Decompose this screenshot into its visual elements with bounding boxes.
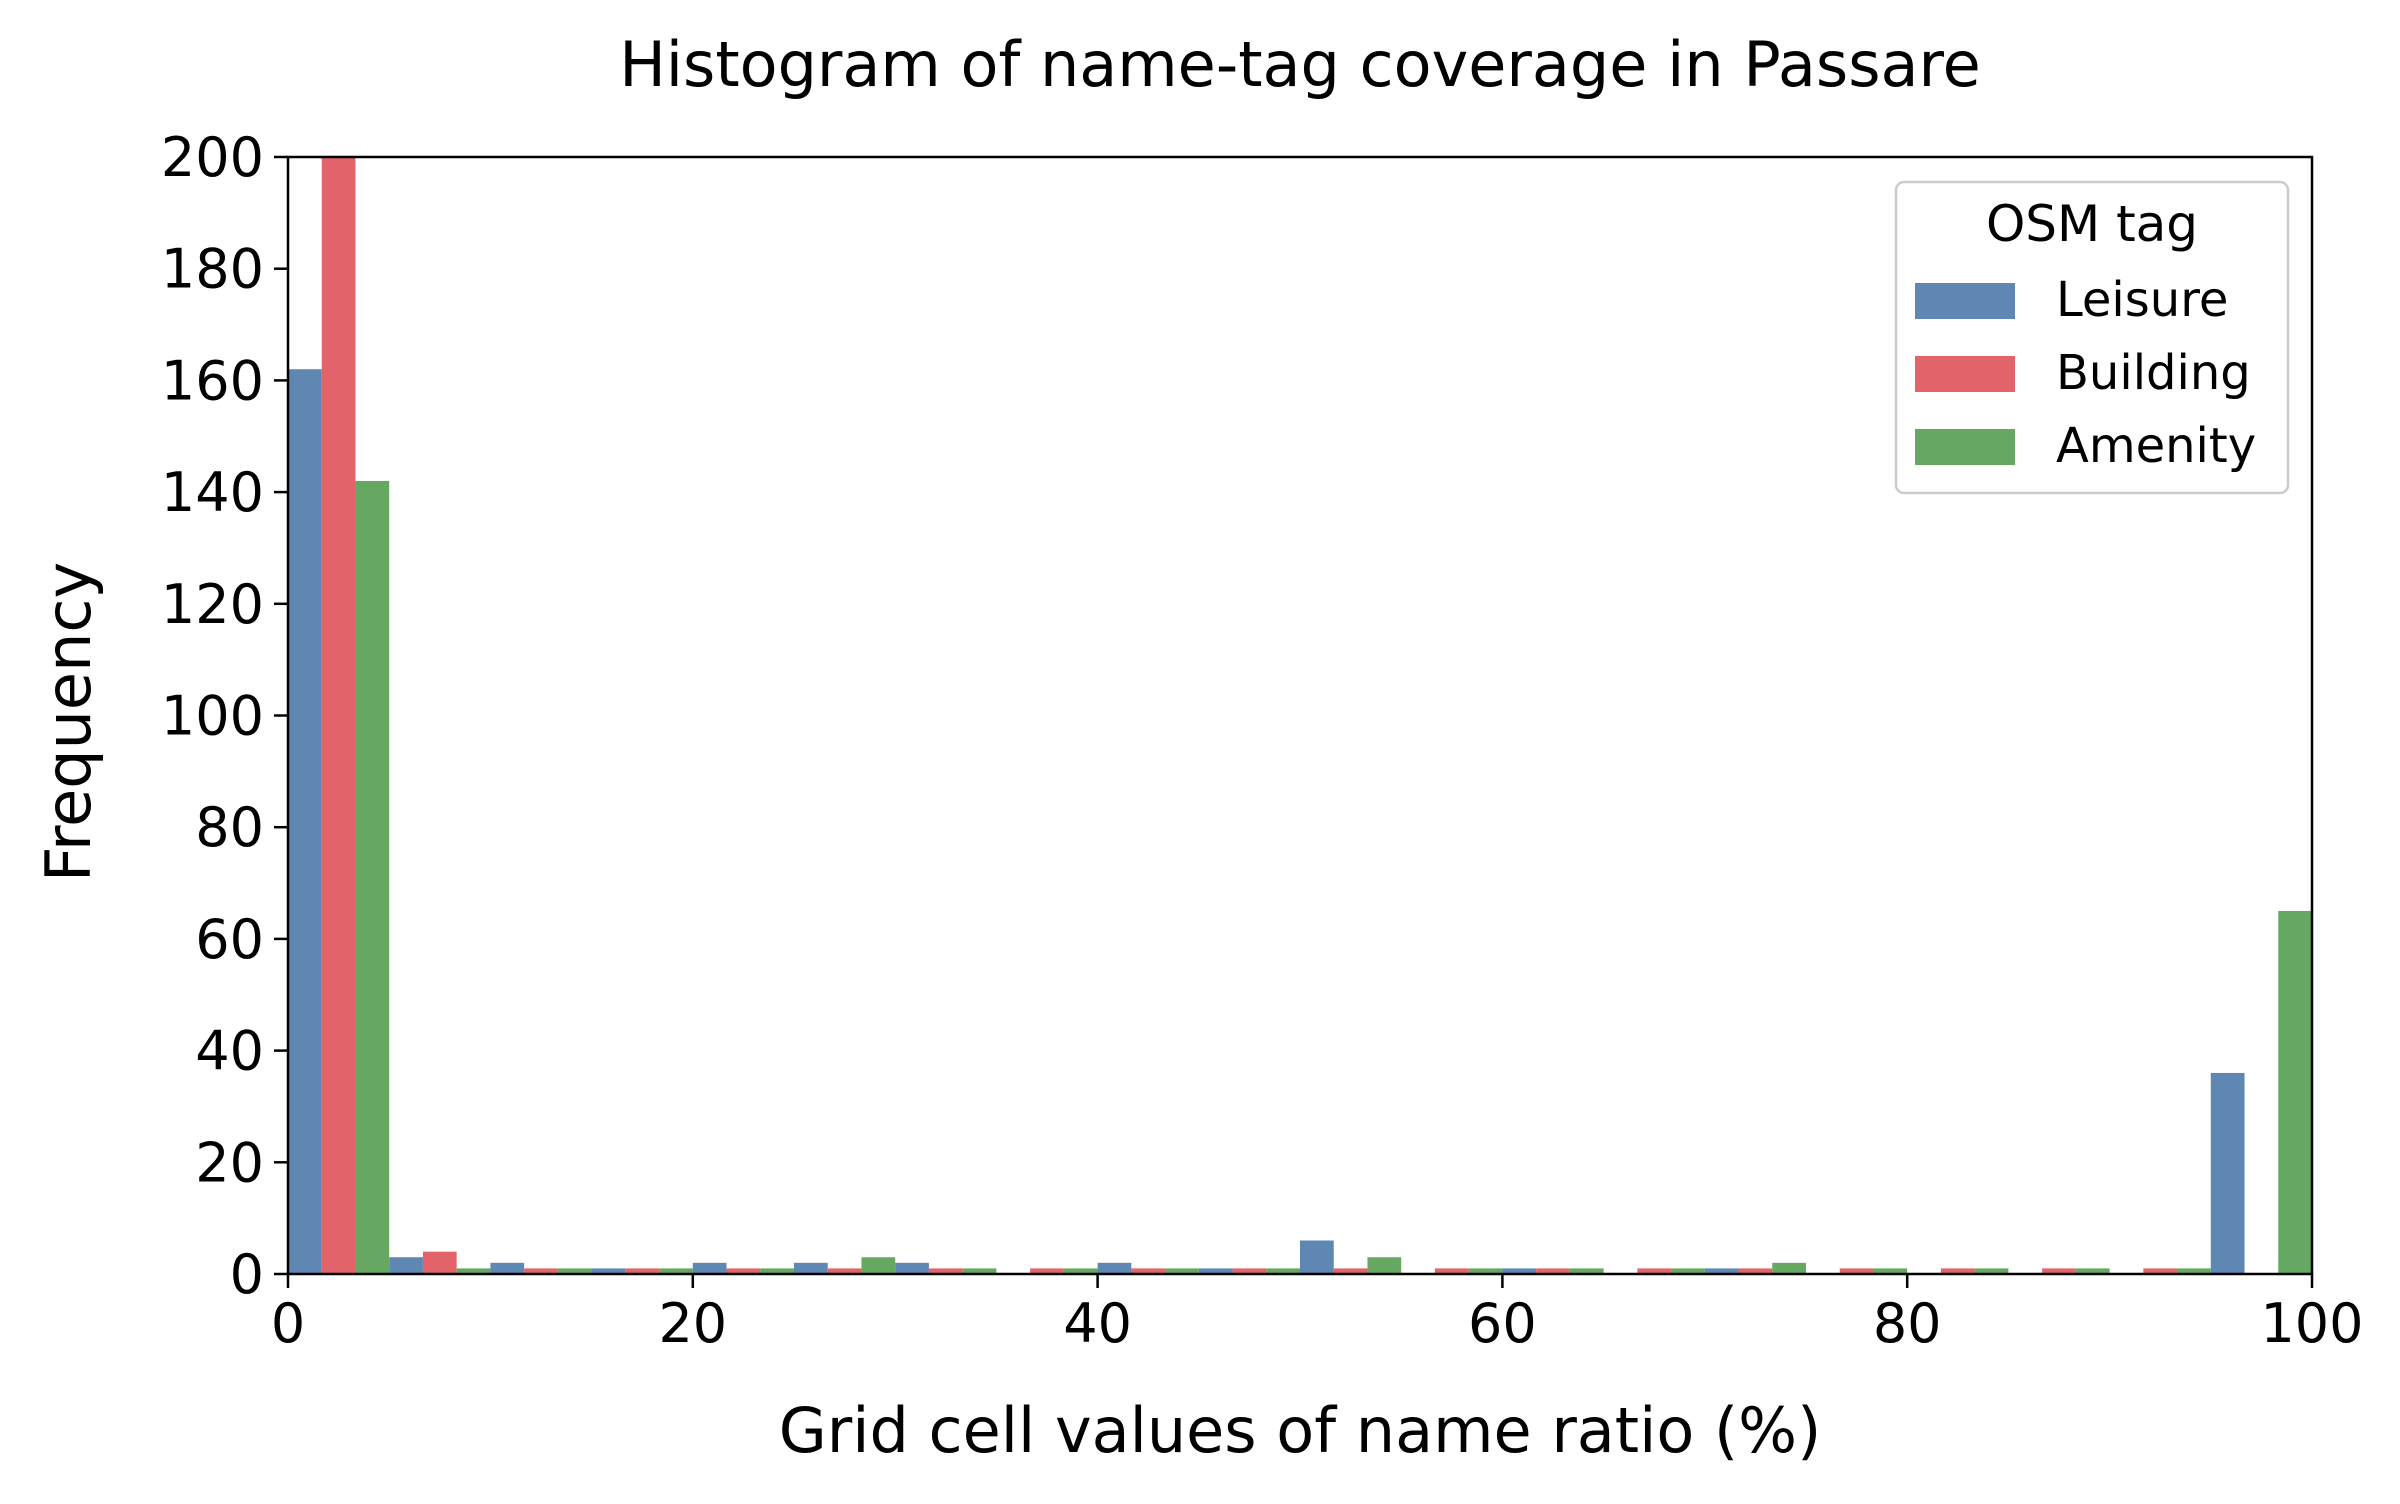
bar-building-bin-18 (2143, 1268, 2178, 1274)
x-tick-label-40: 40 (1063, 1292, 1132, 1355)
bar-amenity-bin-17 (2075, 1268, 2110, 1274)
bar-amenity-bin-5 (861, 1257, 896, 1274)
x-tick-label-20: 20 (658, 1292, 727, 1355)
bar-leisure-bin-14 (1704, 1268, 1739, 1274)
bar-building-bin-10 (1333, 1268, 1368, 1274)
legend-label-amenity: Amenity (2056, 418, 2256, 474)
legend-swatch-amenity (1915, 429, 2015, 465)
bar-leisure-bin-12 (1502, 1268, 1537, 1274)
y-tick-label-60: 60 (195, 908, 264, 971)
bar-leisure-bin-9 (1198, 1268, 1233, 1274)
y-tick-label-100: 100 (161, 685, 264, 748)
bar-leisure-bin-19 (2210, 1072, 2245, 1274)
y-tick-label-200: 200 (161, 126, 264, 189)
y-tick-label-120: 120 (161, 573, 264, 636)
bar-amenity-bin-10 (1367, 1257, 1402, 1274)
bar-amenity-bin-6 (962, 1268, 997, 1274)
y-tick-label-0: 0 (230, 1243, 264, 1306)
bar-amenity-bin-0 (355, 480, 390, 1274)
bar-building-bin-17 (2042, 1268, 2076, 1274)
legend-title: OSM tag (1986, 195, 2198, 253)
y-tick-label-180: 180 (161, 238, 264, 301)
bar-leisure-bin-3 (591, 1268, 626, 1274)
bar-leisure-bin-2 (490, 1262, 525, 1274)
x-tick-label-60: 60 (1468, 1292, 1537, 1355)
bar-leisure-bin-1 (389, 1257, 423, 1274)
legend-label-leisure: Leisure (2056, 272, 2228, 328)
bar-building-bin-7 (1030, 1268, 1064, 1274)
y-tick-label-40: 40 (195, 1020, 264, 1083)
bar-building-bin-14 (1738, 1268, 1773, 1274)
bar-building-bin-13 (1637, 1268, 1672, 1274)
bar-amenity-bin-18 (2177, 1268, 2211, 1274)
bar-leisure-bin-6 (895, 1262, 929, 1274)
bar-building-bin-5 (827, 1268, 862, 1274)
bar-building-bin-6 (928, 1268, 963, 1274)
bar-leisure-bin-4 (692, 1262, 727, 1274)
axes: 0 20 40 60 80 100 0 20 40 60 80 100 120 140 160 180 200 (161, 126, 2364, 1355)
y-tick-label-80: 80 (195, 796, 264, 859)
x-tick-label-100: 100 (2260, 1292, 2363, 1355)
bar-amenity-bin-4 (760, 1268, 794, 1274)
bar-building-bin-1 (422, 1251, 457, 1274)
bar-amenity-bin-16 (1974, 1268, 2009, 1274)
bar-amenity-bin-8 (1165, 1268, 1199, 1274)
bar-building-bin-15 (1839, 1268, 1874, 1274)
bar-building-bin-9 (1232, 1268, 1267, 1274)
legend-swatch-building (1915, 356, 2015, 392)
bar-leisure-bin-5 (794, 1262, 828, 1274)
bar-building-bin-16 (1940, 1268, 1975, 1274)
x-tick-label-0: 0 (271, 1292, 305, 1355)
bar-building-bin-12 (1536, 1268, 1570, 1274)
bar-amenity-bin-15 (1873, 1268, 1908, 1274)
y-tick-label-140: 140 (161, 461, 264, 524)
bar-building-bin-0 (321, 157, 356, 1274)
bar-building-bin-8 (1131, 1268, 1166, 1274)
bar-amenity-bin-12 (1569, 1268, 1604, 1274)
bar-amenity-bin-3 (659, 1268, 693, 1274)
bar-building-bin-2 (524, 1268, 558, 1274)
bar-amenity-bin-7 (1063, 1268, 1098, 1274)
bar-amenity-bin-2 (557, 1268, 592, 1274)
bar-building-bin-4 (726, 1268, 761, 1274)
y-tick-label-160: 160 (161, 349, 264, 412)
bar-amenity-bin-13 (1671, 1268, 1705, 1274)
y-tick-label-20: 20 (195, 1131, 264, 1194)
bar-leisure-bin-0 (288, 369, 322, 1275)
legend-swatch-leisure (1915, 283, 2015, 319)
bar-building-bin-3 (625, 1268, 660, 1274)
legend-label-building: Building (2056, 345, 2251, 401)
legend-box (1894, 180, 2290, 495)
y-axis-label: Frequency (32, 562, 105, 882)
plot-area (288, 157, 2312, 1275)
bar-amenity-bin-14 (1772, 1262, 1806, 1274)
legend: OSM tag Leisure Building Amenity (1894, 180, 2290, 495)
x-axis-label: Grid cell values of name ratio (%) (779, 1394, 1822, 1467)
x-tick-label-80: 80 (1873, 1292, 1942, 1355)
bar-amenity-bin-19 (2278, 910, 2312, 1274)
bar-amenity-bin-1 (456, 1268, 491, 1274)
bar-leisure-bin-8 (1097, 1262, 1132, 1274)
bar-amenity-bin-11 (1468, 1268, 1503, 1274)
bar-amenity-bin-9 (1266, 1268, 1300, 1274)
bar-leisure-bin-10 (1300, 1240, 1334, 1274)
chart-title: Histogram of name-tag coverage in Passar… (619, 28, 1981, 101)
bar-building-bin-11 (1434, 1268, 1469, 1274)
